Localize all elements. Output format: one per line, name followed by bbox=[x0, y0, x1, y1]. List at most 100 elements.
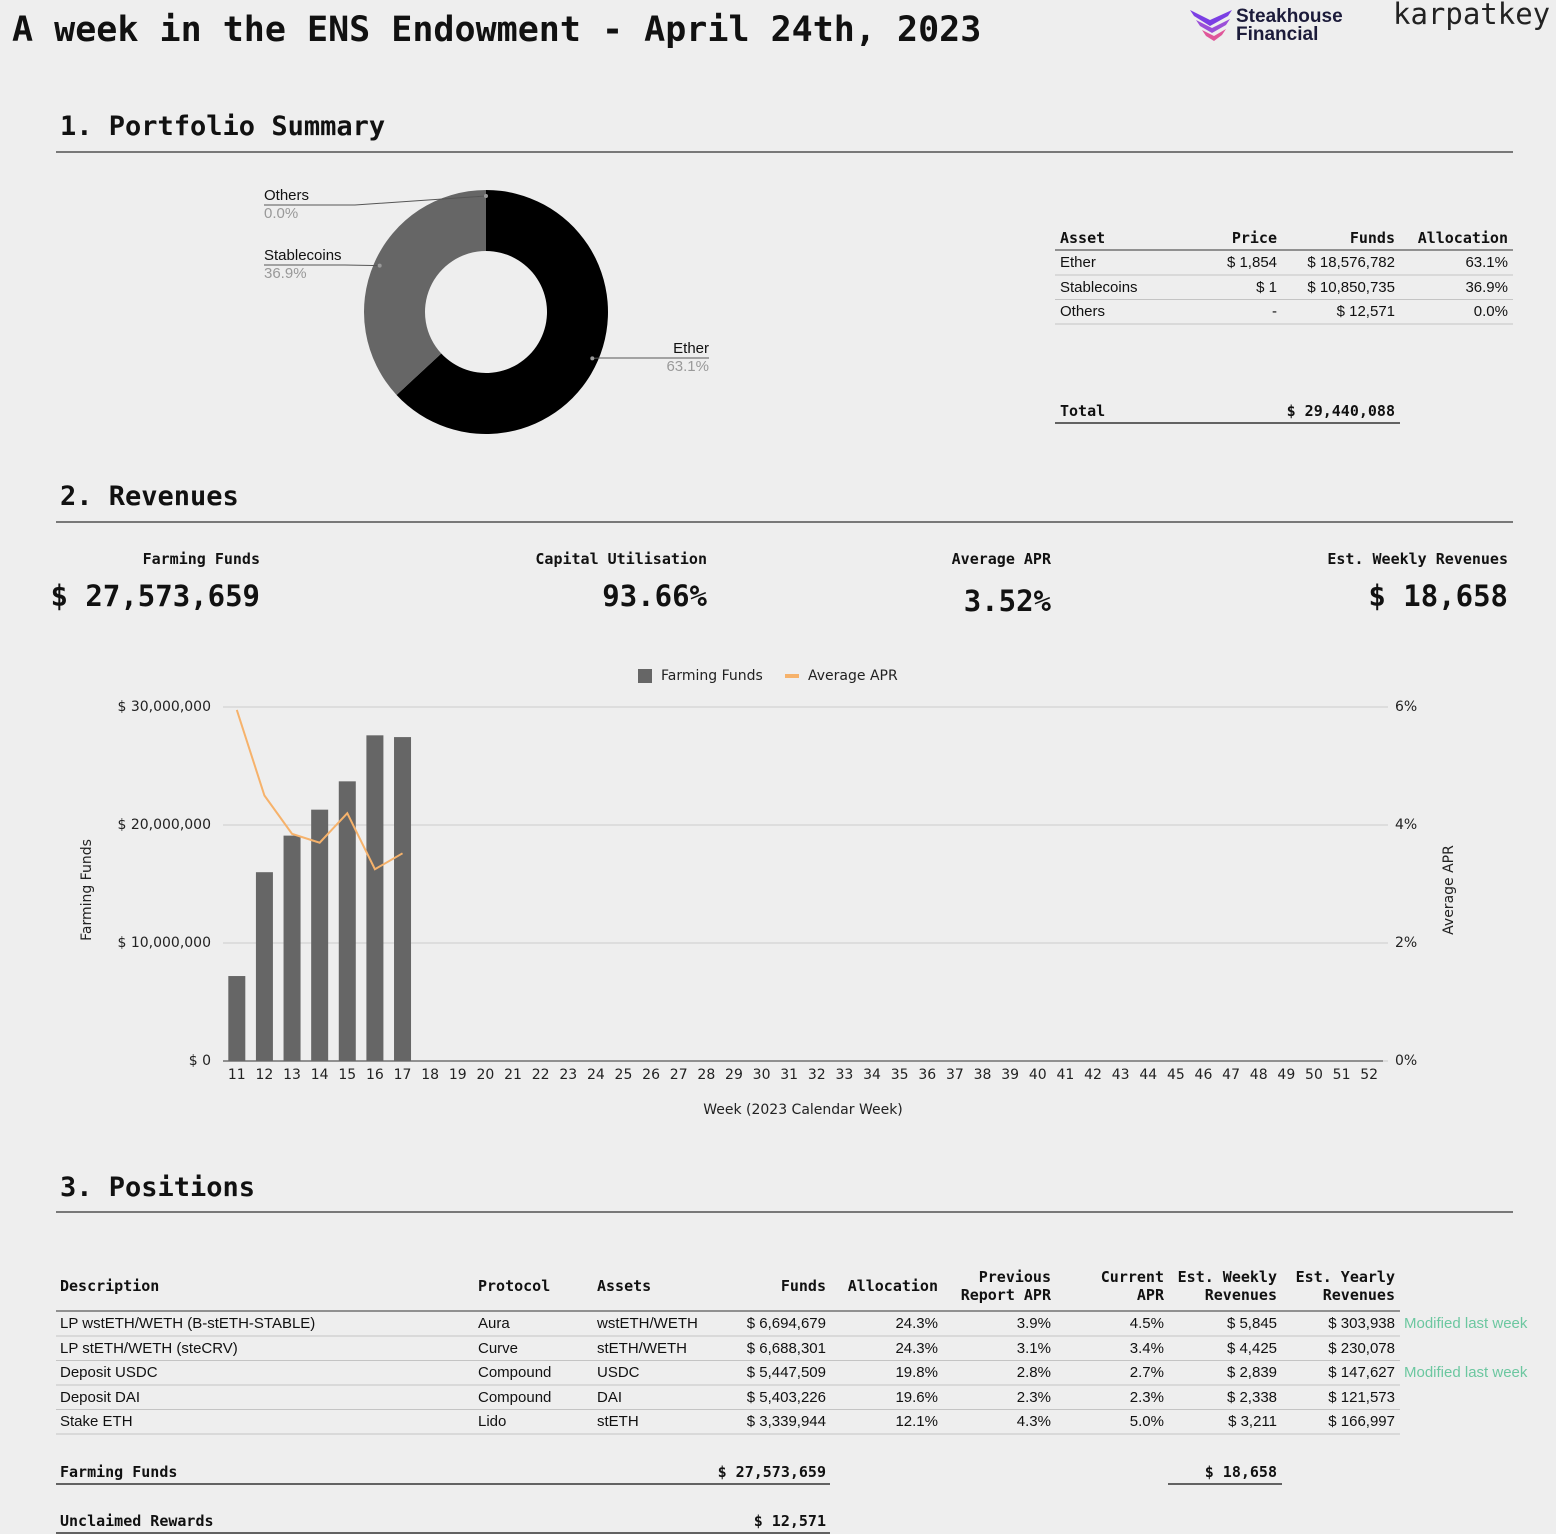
x-tick-label: 12 bbox=[256, 1067, 274, 1083]
leader-dot bbox=[484, 194, 488, 198]
leader-dot bbox=[590, 356, 595, 361]
x-tick-label: 48 bbox=[1250, 1067, 1268, 1083]
row-note: Modified last week bbox=[1404, 1315, 1528, 1332]
row-note: Modified last week bbox=[1404, 1364, 1528, 1381]
y-tick-label: $ 10,000,000 bbox=[117, 935, 211, 951]
logo-text: karpatkey bbox=[1393, 0, 1551, 31]
x-tick-label: 23 bbox=[559, 1067, 577, 1083]
x-tick-label: 43 bbox=[1112, 1067, 1130, 1083]
x-tick-label: 50 bbox=[1305, 1067, 1323, 1083]
y2-tick-label: 0% bbox=[1395, 1053, 1417, 1069]
x-tick-label: 24 bbox=[587, 1067, 605, 1083]
table-cell: $ 230,078 bbox=[1328, 1339, 1395, 1357]
table-cell: 2.3% bbox=[1016, 1388, 1051, 1406]
table-cell: Deposit DAI bbox=[60, 1388, 141, 1406]
table-cell: $ 18,576,782 bbox=[1307, 254, 1395, 271]
table-cell: $ 1 bbox=[1256, 278, 1277, 296]
table-header: Allocation bbox=[1417, 229, 1508, 247]
table-cell: 19.8% bbox=[895, 1364, 938, 1381]
table-cell: 2.7% bbox=[1129, 1364, 1164, 1381]
x-tick-label: 40 bbox=[1029, 1067, 1047, 1083]
table-header: Current APR bbox=[1100, 1268, 1164, 1304]
y2-tick-label: 2% bbox=[1395, 935, 1417, 951]
table-cell: $ 4,425 bbox=[1226, 1339, 1277, 1357]
table-cell: 5.0% bbox=[1129, 1413, 1164, 1430]
x-tick-label: 25 bbox=[615, 1067, 633, 1083]
table-cell: USDC bbox=[597, 1364, 640, 1381]
table-cell: 3.1% bbox=[1016, 1339, 1051, 1357]
table-header: Asset bbox=[1060, 229, 1106, 247]
total-value: $ 27,573,659 bbox=[717, 1463, 826, 1481]
bar bbox=[283, 835, 301, 1061]
table-cell: 4.3% bbox=[1016, 1413, 1051, 1430]
x-tick-label: 18 bbox=[421, 1067, 439, 1083]
x-tick-label: 42 bbox=[1084, 1067, 1102, 1083]
x-tick-label: 33 bbox=[836, 1067, 854, 1083]
x-tick-label: 22 bbox=[532, 1067, 550, 1083]
x-tick-label: 20 bbox=[476, 1067, 494, 1083]
total-label: Unclaimed Rewards bbox=[60, 1512, 214, 1530]
bar bbox=[366, 735, 384, 1061]
x-tick-label: 15 bbox=[338, 1067, 356, 1083]
x-tick-label: 19 bbox=[449, 1067, 467, 1083]
table-header: Description bbox=[60, 1277, 160, 1295]
table-cell: 2.8% bbox=[1016, 1364, 1051, 1381]
table-cell: LP stETH/WETH (steCRV) bbox=[60, 1339, 238, 1357]
legend-label: Farming Funds bbox=[661, 668, 763, 684]
table-header: Protocol bbox=[478, 1277, 551, 1295]
bar bbox=[228, 976, 246, 1061]
table-cell: $ 5,403,226 bbox=[746, 1388, 826, 1406]
table-header: Est. Weekly Revenues bbox=[1177, 1268, 1277, 1304]
table-cell: stETH/WETH bbox=[597, 1339, 687, 1357]
table-cell: 0.0% bbox=[1473, 303, 1508, 320]
x-tick-label: 52 bbox=[1360, 1067, 1378, 1083]
kpi-value: 93.66% bbox=[602, 579, 707, 613]
table-cell: 24.3% bbox=[895, 1339, 938, 1357]
x-tick-label: 51 bbox=[1333, 1067, 1351, 1083]
table-cell: $ 12,571 bbox=[1336, 303, 1395, 320]
table-cell: Stake ETH bbox=[60, 1413, 133, 1430]
table-cell: 4.5% bbox=[1129, 1315, 1164, 1332]
x-tick-label: 49 bbox=[1277, 1067, 1295, 1083]
x-tick-label: 45 bbox=[1167, 1067, 1185, 1083]
x-tick-label: 36 bbox=[918, 1067, 936, 1083]
table-cell: 19.6% bbox=[895, 1388, 938, 1406]
x-tick-label: 29 bbox=[725, 1067, 743, 1083]
kpi-label: Average APR bbox=[951, 550, 1051, 568]
section-title: 3. Positions bbox=[60, 1172, 256, 1203]
total-label: Total bbox=[1060, 402, 1106, 420]
table-cell: Curve bbox=[478, 1339, 519, 1357]
table-cell: LP wstETH/WETH (B-stETH-STABLE) bbox=[60, 1315, 316, 1332]
table-cell: Compound bbox=[478, 1388, 552, 1406]
x-tick-label: 35 bbox=[891, 1067, 909, 1083]
leader-line bbox=[264, 264, 380, 267]
table-header: Funds bbox=[780, 1277, 826, 1295]
table-cell: $ 3,339,944 bbox=[746, 1413, 826, 1430]
x-tick-label: 41 bbox=[1056, 1067, 1074, 1083]
slice-label: Stablecoins bbox=[264, 247, 342, 264]
y-axis-title: Farming Funds bbox=[79, 839, 95, 941]
x-tick-label: 30 bbox=[753, 1067, 771, 1083]
y-tick-label: $ 0 bbox=[189, 1053, 211, 1069]
table-cell: - bbox=[1272, 303, 1277, 320]
section-title: 2. Revenues bbox=[60, 481, 239, 512]
x-tick-label: 28 bbox=[697, 1067, 715, 1083]
table-header: Funds bbox=[1349, 229, 1395, 247]
table-cell: Lido bbox=[478, 1413, 507, 1430]
table-cell: $ 10,850,735 bbox=[1307, 278, 1395, 296]
table-header: Previous Report APR bbox=[960, 1268, 1051, 1304]
page-title: A week in the ENS Endowment - April 24th… bbox=[12, 10, 982, 50]
x-tick-label: 14 bbox=[311, 1067, 329, 1083]
table-cell: stETH bbox=[597, 1413, 639, 1430]
table-cell: 24.3% bbox=[895, 1315, 938, 1332]
table-cell: Deposit USDC bbox=[60, 1364, 158, 1381]
x-tick-label: 27 bbox=[670, 1067, 688, 1083]
x-tick-label: 38 bbox=[974, 1067, 992, 1083]
table-cell: Aura bbox=[478, 1315, 510, 1332]
total-value: $ 29,440,088 bbox=[1286, 402, 1395, 420]
table-cell: $ 2,338 bbox=[1226, 1388, 1277, 1406]
kpi-label: Capital Utilisation bbox=[535, 550, 707, 568]
x-axis-title: Week (2023 Calendar Week) bbox=[703, 1102, 903, 1118]
table-cell: $ 303,938 bbox=[1328, 1315, 1395, 1332]
x-tick-label: 37 bbox=[946, 1067, 964, 1083]
